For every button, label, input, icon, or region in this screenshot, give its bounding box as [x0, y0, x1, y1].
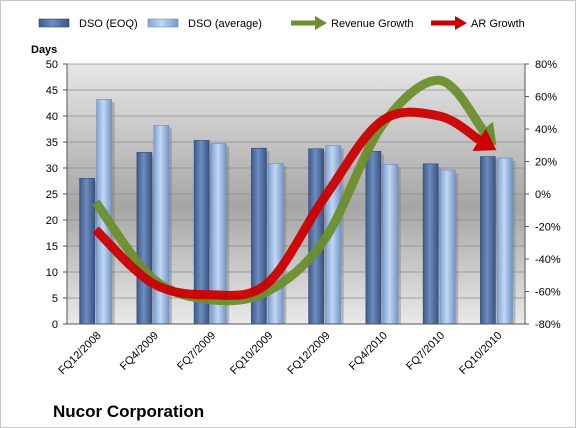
legend-arrow-revenuegrowth [315, 16, 327, 30]
bar-dsoeoq [422, 163, 439, 325]
right-tick-label: 0% [535, 189, 551, 201]
left-tick-label: 15 [46, 241, 58, 253]
bar-dsoaverage [497, 157, 513, 325]
right-tick-label: -60% [535, 287, 561, 299]
legend-swatch-dsoaverage [147, 18, 179, 28]
x-tick-label: FQ12/2008 [56, 330, 103, 377]
bar-dsoaverage [439, 169, 456, 325]
left-tick-label: 40 [46, 111, 58, 123]
right-tick-label: 60% [535, 92, 557, 104]
legend-swatch-dsoeoq [38, 18, 70, 28]
arrowhead-argrowth [472, 128, 497, 152]
left-tick-label: 0 [52, 319, 58, 331]
legend-label-argrowth: AR Growth [471, 18, 525, 30]
x-tick-label: FQ4/2010 [347, 330, 390, 373]
x-tick-label: FQ7/2009 [175, 330, 218, 373]
right-tick-label: 80% [535, 59, 557, 71]
x-tick-label: FQ4/2009 [118, 330, 161, 373]
y-axis-title: Days [31, 44, 57, 56]
legend: DSO (EOQ) DSO (average) Revenue Growth AR G… [38, 16, 525, 30]
x-tick-label: FQ10/2009 [228, 330, 275, 377]
left-tick-label: 45 [46, 85, 58, 97]
left-tick-label: 30 [46, 163, 58, 175]
left-tick-label: 10 [46, 267, 58, 279]
bar-dsoeoq [480, 156, 496, 325]
bar-dsoeoq [365, 151, 382, 325]
legend-label-dsoaverage: DSO (average) [188, 18, 262, 30]
x-tick-label: FQ7/2010 [404, 330, 447, 373]
growth-lines [91, 75, 497, 306]
bar-dsoaverage [382, 164, 399, 325]
left-tick-label: 20 [46, 215, 58, 227]
legend-arrow-argrowth [455, 16, 467, 30]
x-tick-label: FQ10/2010 [457, 330, 504, 377]
left-tick-label: 5 [52, 293, 58, 305]
x-tick-label: FQ12/2009 [285, 330, 332, 377]
right-tick-label: -20% [535, 222, 561, 234]
right-tick-label: -80% [535, 319, 561, 331]
legend-label-dsoeoq: DSO (EOQ) [79, 18, 138, 30]
line-argrowth [92, 107, 482, 300]
bar-dsoeoq [79, 178, 95, 325]
bar-dsoaverage [268, 163, 284, 325]
chart-title: Nucor Corporation [53, 402, 204, 421]
right-tick-label: -40% [535, 254, 561, 266]
left-tick-label: 50 [46, 59, 58, 71]
left-tick-label: 25 [46, 189, 58, 201]
left-tick-label: 35 [46, 137, 58, 149]
right-tick-label: 40% [535, 124, 557, 136]
right-tick-label: 20% [535, 157, 557, 169]
bars [79, 99, 516, 325]
legend-label-revenuegrowth: Revenue Growth [331, 18, 414, 30]
bar-dsoeoq [136, 152, 153, 325]
